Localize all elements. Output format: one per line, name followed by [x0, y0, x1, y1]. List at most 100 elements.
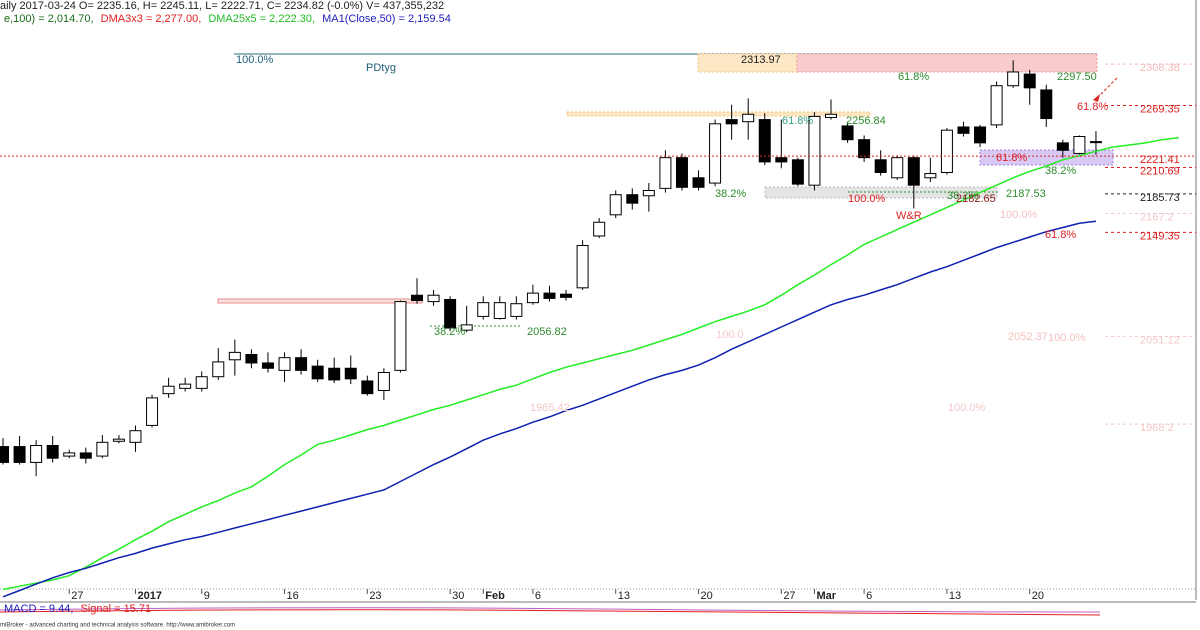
x-tick-label: 20: [701, 590, 713, 602]
candle-body: [1089, 141, 1102, 144]
candle-body: [560, 293, 573, 298]
candle-body: [361, 380, 374, 395]
annotation: 1965.42: [530, 402, 570, 414]
candle-body: [278, 357, 291, 371]
candle-body: [1007, 71, 1020, 87]
annotation: 38.2%: [715, 188, 746, 200]
candle-body: [30, 445, 43, 463]
level-label: 2167.2: [1140, 211, 1174, 223]
x-tick-label: 16: [287, 590, 299, 602]
x-tick-label: 27: [783, 590, 795, 602]
candle-body: [444, 298, 457, 329]
candle-body: [725, 119, 738, 125]
annotation: 2256.84: [846, 115, 886, 127]
annotation: 61.8%: [1045, 229, 1076, 241]
candle-body: [642, 189, 655, 197]
candle-body: [990, 85, 1003, 126]
annotation: 2297.50: [1057, 71, 1097, 83]
indicator: DMA3x3 = 2,277.00,: [101, 13, 202, 25]
x-tick-label: 30: [452, 590, 464, 602]
plot: 27 2017 9 16 23 30 Feb 6 13 20 27 Mar 6 13 20 2308.38 22…: [0, 54, 1196, 602]
candle-body: [394, 301, 407, 371]
candle-body: [1040, 89, 1053, 120]
candle-body: [1056, 142, 1069, 151]
annotation: 38.2%: [1045, 165, 1076, 177]
candle-body: [692, 177, 705, 188]
candle-body: [675, 157, 688, 188]
level-label: 2221.41: [1140, 154, 1180, 166]
candle-body: [328, 367, 341, 381]
x-tick-label: 13: [949, 590, 961, 602]
annotation: 100.0%: [948, 402, 986, 414]
annotation: 61.8%: [996, 152, 1027, 164]
ma-line: [2, 220, 1097, 598]
candle-body: [974, 126, 987, 144]
candle-body: [427, 294, 440, 303]
annotation: 100.0%: [848, 193, 886, 205]
candle-body: [112, 438, 125, 442]
macd-trace: [0, 607, 1101, 613]
candle-body: [924, 173, 937, 179]
zone: [566, 111, 871, 117]
annotation: 2182.65: [956, 193, 996, 205]
candle-body: [212, 361, 225, 378]
annotation: 2052.37: [1008, 331, 1048, 343]
candle-body: [411, 294, 423, 302]
annotation: 2187.53: [1006, 188, 1046, 200]
level-label: 2051.12: [1140, 334, 1180, 346]
candle-body: [576, 245, 589, 289]
candle-body: [791, 159, 804, 185]
x-tick-label: 6: [535, 590, 541, 602]
x-tick-label: 13: [618, 590, 630, 602]
candle-body: [808, 115, 821, 186]
candle-body: [493, 302, 506, 320]
footer: MACD = 9.44, Signal = 15.71: [4, 603, 151, 615]
signal-label: Signal = 15.71: [80, 603, 151, 615]
candle-body: [659, 157, 672, 189]
candle-body: [344, 367, 357, 380]
header-line1: aily 2017-03-24 O= 2235.16, H= 2245.11, …: [0, 0, 444, 12]
x-tick-label: 20: [1032, 590, 1044, 602]
candle-body: [609, 194, 622, 216]
candle-body: [79, 452, 92, 459]
annotation: 38.2%: [947, 190, 978, 202]
candle-body: [510, 303, 523, 317]
candle-body: [593, 221, 606, 237]
candle-body: [775, 157, 788, 163]
annotation: 38.2%: [434, 326, 465, 338]
candle-body: [13, 446, 26, 463]
candle-body: [129, 430, 142, 443]
candle-body: [1023, 73, 1036, 89]
annotation: 2313.97: [741, 54, 781, 66]
candle-body: [0, 446, 9, 463]
annotation: 100.0%: [1048, 332, 1086, 344]
candle-body: [46, 445, 59, 459]
candle-body: [179, 383, 192, 389]
annotation: 100.0%: [1000, 209, 1038, 221]
x-tick-label: Mar: [816, 590, 836, 602]
candle-body: [228, 351, 241, 361]
zone: [796, 53, 1098, 73]
x-tick-label: 27: [71, 590, 83, 602]
candle-body: [460, 324, 473, 331]
candle-body: [758, 119, 771, 163]
candle-body: [146, 397, 159, 426]
candle-body: [96, 441, 109, 457]
credit: miBroker - advanced charting and technic…: [0, 623, 235, 629]
candle-body: [742, 113, 755, 123]
zone: [217, 298, 423, 304]
candle-body: [709, 123, 722, 184]
candle-body: [940, 129, 953, 173]
candle-body: [195, 376, 208, 389]
indicator: DMA25x5 = 2,222.30,: [208, 13, 315, 25]
annotation: 2056.82: [527, 326, 567, 338]
candle-body: [858, 139, 871, 159]
candle-body: [543, 292, 556, 299]
x-tick-label: 9: [204, 590, 210, 602]
ma-line: [2, 136, 1179, 591]
annotation: 61.8%: [898, 71, 929, 83]
annotation: 100.0: [716, 329, 744, 341]
level-label: 2269.35: [1140, 103, 1180, 115]
candle-body: [477, 302, 490, 317]
arrow-head: [1093, 94, 1100, 102]
